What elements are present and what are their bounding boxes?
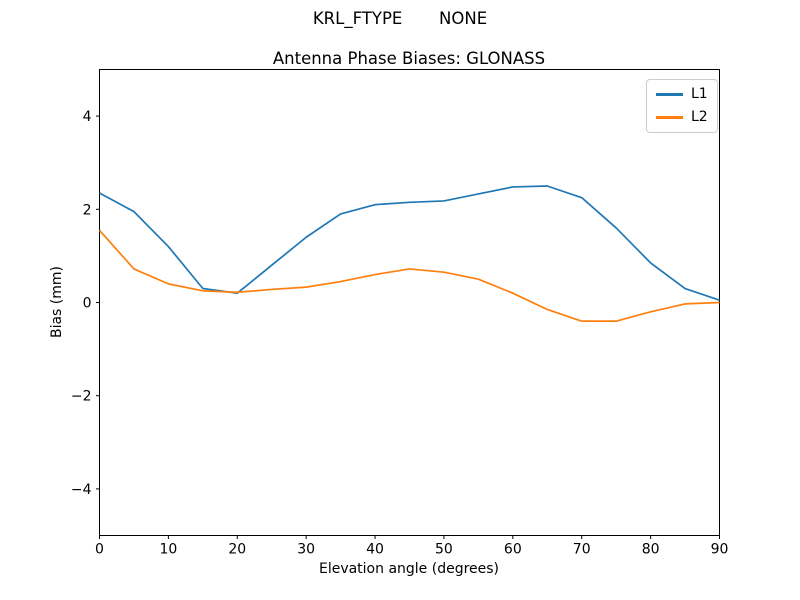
legend-label-l1: L1 <box>691 86 708 102</box>
x-tick-label: 70 <box>573 542 591 558</box>
legend-item-l2: L2 <box>656 110 708 125</box>
legend-item-l1: L1 <box>656 87 708 102</box>
suptitle: KRL_FTYPE NONE <box>312 9 488 28</box>
x-tick-label: 10 <box>159 542 177 558</box>
chart-title: Antenna Phase Biases: GLONASS <box>272 49 546 68</box>
x-tick-label: 90 <box>711 542 729 558</box>
axes-frame <box>99 69 720 536</box>
y-tick-label: 4 <box>83 109 92 125</box>
x-tick-label: 0 <box>95 542 104 558</box>
legend: L1 L2 <box>646 79 718 133</box>
series-line-l1 <box>99 185 720 301</box>
x-tick-label: 20 <box>228 542 246 558</box>
y-tick-label: −4 <box>71 482 92 498</box>
x-tick-label: 40 <box>366 542 384 558</box>
y-axis-label: Bias (mm) <box>49 265 65 339</box>
series-line-l2 <box>98 229 720 322</box>
l2-line-swatch <box>656 116 683 119</box>
x-tick-label: 50 <box>435 542 453 558</box>
l1-line-swatch <box>656 93 683 96</box>
x-axis-label: Elevation angle (degrees) <box>318 561 500 577</box>
y-tick-label: 2 <box>83 202 92 218</box>
y-tick-label: 0 <box>83 296 92 312</box>
x-tick-label: 60 <box>504 542 522 558</box>
x-tick-label: 30 <box>297 542 315 558</box>
x-tick-label: 80 <box>642 542 660 558</box>
y-tick-label: −2 <box>71 389 92 405</box>
legend-label-l2: L2 <box>691 109 708 125</box>
